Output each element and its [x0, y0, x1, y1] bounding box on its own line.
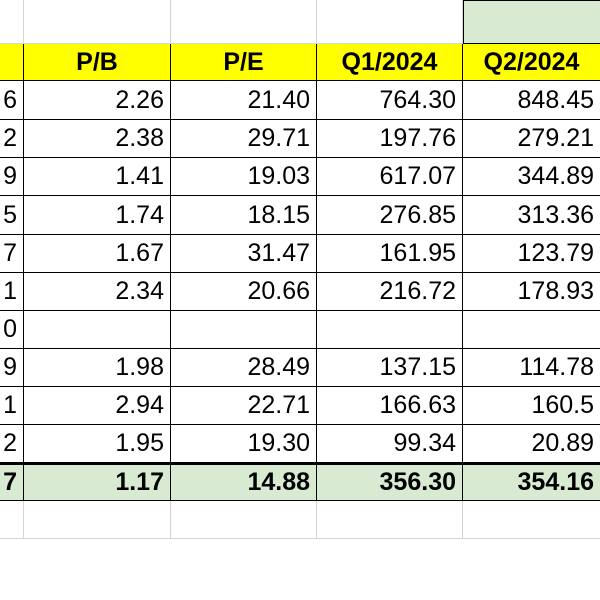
table-cell-pb[interactable]: 2.26	[24, 81, 171, 120]
table-cell-pb[interactable]: 1.98	[24, 349, 171, 387]
table-cell-q2[interactable]: 848.45	[463, 81, 600, 120]
table-total-cell-first[interactable]: 7	[0, 463, 24, 501]
table-cell-q2[interactable]: 344.89	[463, 158, 600, 196]
table-cell-q2[interactable]: 178.93	[463, 273, 600, 311]
table-cell-q1[interactable]: 161.95	[317, 235, 463, 273]
table-cell-first[interactable]: 5	[0, 196, 24, 235]
table-cell-q1[interactable]: 764.30	[317, 81, 463, 120]
table-total-cell-q2[interactable]: 354.16	[463, 463, 600, 501]
table-cell-q1[interactable]: 166.63	[317, 387, 463, 425]
grid-cell[interactable]	[317, 501, 463, 539]
table-cell-pb[interactable]: 1.95	[24, 425, 171, 463]
table-cell-pe[interactable]: 19.30	[171, 425, 317, 463]
table-cell-pe[interactable]: 21.40	[171, 81, 317, 120]
table-cell-q2[interactable]: 313.36	[463, 196, 600, 235]
table-cell-first[interactable]: 9	[0, 158, 24, 196]
table-cell-pb[interactable]: 2.94	[24, 387, 171, 425]
table-cell-q2[interactable]: 114.78	[463, 349, 600, 387]
table-cell-first[interactable]: 6	[0, 81, 24, 120]
table-cell-first[interactable]: 1	[0, 273, 24, 311]
table-cell-q2[interactable]: 279.21	[463, 120, 600, 158]
grid-cell[interactable]	[171, 501, 317, 539]
merged-green-header-cell[interactable]	[463, 0, 600, 44]
table-cell-q1[interactable]: 197.76	[317, 120, 463, 158]
grid-cell[interactable]	[317, 0, 463, 44]
cell-header-q2-2024[interactable]: Q2/2024	[463, 44, 600, 81]
table-cell-first[interactable]: 2	[0, 120, 24, 158]
table-cell-q2[interactable]: 123.79	[463, 235, 600, 273]
table-cell-q1[interactable]: 276.85	[317, 196, 463, 235]
grid-cell[interactable]	[24, 0, 171, 44]
table-cell-first[interactable]: 1	[0, 387, 24, 425]
grid-cell[interactable]	[171, 0, 317, 44]
grid-cell[interactable]	[0, 501, 24, 539]
grid-cell[interactable]	[0, 0, 24, 44]
table-cell-first[interactable]: 2	[0, 425, 24, 463]
table-cell-pb[interactable]: 2.38	[24, 120, 171, 158]
grid-cell[interactable]	[463, 501, 600, 539]
cell-header-pe[interactable]: P/E	[171, 44, 317, 81]
cell-header-pb[interactable]: P/B	[24, 44, 171, 81]
table-total-cell-pb[interactable]: 1.17	[24, 463, 171, 501]
grid-cell[interactable]	[24, 501, 171, 539]
table-cell-pb[interactable]	[24, 311, 171, 349]
table-cell-q1[interactable]: 99.34	[317, 425, 463, 463]
table-cell-pe[interactable]: 19.03	[171, 158, 317, 196]
table-cell-pe[interactable]: 31.47	[171, 235, 317, 273]
table-cell-pe[interactable]: 20.66	[171, 273, 317, 311]
table-cell-first[interactable]: 7	[0, 235, 24, 273]
table-total-cell-pe[interactable]: 14.88	[171, 463, 317, 501]
table-cell-q1[interactable]	[317, 311, 463, 349]
table-cell-pb[interactable]: 1.74	[24, 196, 171, 235]
table-cell-q1[interactable]: 617.07	[317, 158, 463, 196]
table-total-cell-q1[interactable]: 356.30	[317, 463, 463, 501]
cell-header-partial[interactable]	[0, 44, 24, 81]
table-cell-q1[interactable]: 216.72	[317, 273, 463, 311]
table-cell-q1[interactable]: 137.15	[317, 349, 463, 387]
table-cell-first[interactable]: 0	[0, 311, 24, 349]
table-cell-pe[interactable]: 22.71	[171, 387, 317, 425]
table-cell-q2[interactable]: 160.5	[463, 387, 600, 425]
table-cell-pe[interactable]: 29.71	[171, 120, 317, 158]
cell-header-q1-2024[interactable]: Q1/2024	[317, 44, 463, 81]
table-cell-pe[interactable]	[171, 311, 317, 349]
table-cell-first[interactable]: 9	[0, 349, 24, 387]
table-cell-pb[interactable]: 1.67	[24, 235, 171, 273]
table-cell-q2[interactable]	[463, 311, 600, 349]
table-cell-pb[interactable]: 1.41	[24, 158, 171, 196]
table-cell-pe[interactable]: 18.15	[171, 196, 317, 235]
table-cell-pb[interactable]: 2.34	[24, 273, 171, 311]
table-cell-pe[interactable]: 28.49	[171, 349, 317, 387]
table-cell-q2[interactable]: 20.89	[463, 425, 600, 463]
